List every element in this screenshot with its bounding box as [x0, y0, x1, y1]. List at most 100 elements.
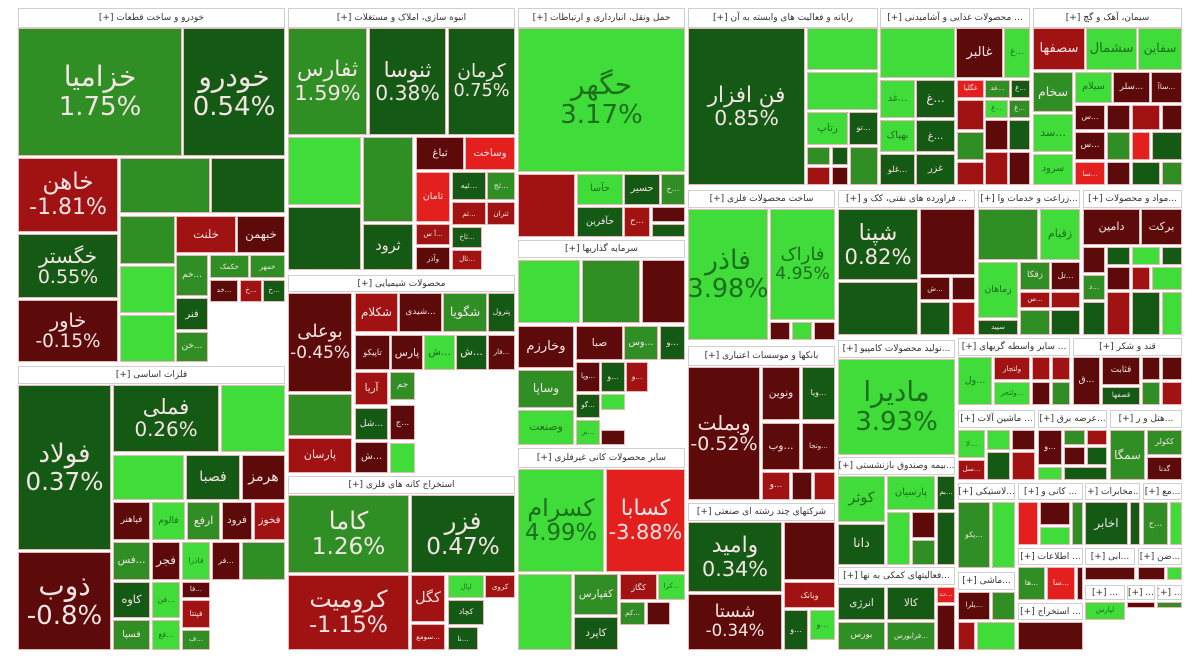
stock-tile[interactable]	[120, 158, 210, 213]
stock-tile[interactable]	[1132, 247, 1160, 265]
stock-tile[interactable]: زفکا	[1020, 262, 1050, 290]
stock-tile[interactable]	[582, 260, 640, 323]
stock-tile[interactable]: فسپا	[113, 620, 150, 650]
stock-tile[interactable]	[1077, 567, 1083, 600]
stock-tile[interactable]	[518, 574, 572, 650]
stock-tile[interactable]	[958, 622, 975, 650]
stock-tile[interactable]	[887, 512, 910, 565]
stock-tile[interactable]: سپید	[978, 320, 1018, 335]
sector-header[interactable]: ... فراورده های نفتی، کک و [+]	[838, 190, 975, 208]
sector-header[interactable]: سایر محصولات کانی غیرفلزی [+]	[518, 448, 685, 468]
stock-tile[interactable]: کگل	[411, 575, 445, 622]
sector-header[interactable]: ...عرضه برق [+]	[1038, 410, 1107, 428]
stock-tile[interactable]: ونوین	[762, 367, 800, 420]
stock-tile[interactable]	[1138, 567, 1165, 580]
stock-tile[interactable]: کسابا -3.88%	[606, 469, 685, 572]
stock-tile[interactable]: فالوم	[152, 502, 185, 540]
stock-tile[interactable]: فخوز	[254, 502, 285, 540]
stock-tile[interactable]: زماهان	[978, 262, 1018, 318]
stock-tile[interactable]: ...غ	[916, 80, 955, 118]
stock-tile[interactable]: فزر 0.47%	[411, 495, 515, 573]
stock-tile[interactable]: ...خد	[210, 280, 238, 302]
stock-tile[interactable]: حآفرین	[577, 207, 623, 237]
stock-tile[interactable]: وبانک	[784, 582, 835, 608]
stock-tile[interactable]: انرژی	[838, 587, 885, 620]
sector-header[interactable]: ...تولید محصولات کامپیو [+]	[838, 340, 955, 358]
stock-tile[interactable]	[807, 28, 878, 70]
stock-tile[interactable]: ...کم	[620, 602, 645, 625]
stock-tile[interactable]: ...ولتجر	[994, 382, 1030, 405]
stock-tile[interactable]: پارسیان	[887, 476, 935, 510]
stock-tile[interactable]	[1107, 267, 1130, 290]
stock-tile[interactable]	[1152, 132, 1182, 160]
stock-tile[interactable]: ...و	[1038, 430, 1062, 465]
stock-tile[interactable]: ...تل	[1051, 262, 1080, 290]
stock-tile[interactable]	[1020, 310, 1050, 335]
stock-tile[interactable]: شستا -0.34%	[688, 594, 782, 650]
stock-tile[interactable]: ...ح	[661, 174, 685, 205]
stock-tile[interactable]: ککولر	[1147, 430, 1182, 455]
stock-tile[interactable]	[792, 472, 812, 500]
stock-tile[interactable]	[1064, 467, 1107, 480]
stock-tile[interactable]: کچاد	[448, 600, 484, 625]
stock-tile[interactable]: کفپارس	[574, 574, 618, 615]
stock-tile[interactable]	[1142, 357, 1160, 380]
stock-tile[interactable]	[1132, 267, 1150, 290]
stock-tile[interactable]: ...وب	[762, 423, 800, 470]
sector-header[interactable]: ...مخابرات [+]	[1085, 483, 1140, 500]
stock-tile[interactable]	[952, 302, 975, 335]
stock-tile[interactable]	[987, 452, 1010, 480]
sector-header[interactable]: ... استخراج [+]	[1018, 603, 1083, 620]
sector-header[interactable]: استخراج کانه های فلزی [+]	[288, 476, 515, 494]
stock-tile[interactable]	[1127, 602, 1155, 608]
stock-tile[interactable]: ...فغ	[152, 620, 180, 650]
stock-tile[interactable]: سفاین	[1138, 28, 1182, 70]
stock-tile[interactable]	[1072, 502, 1083, 545]
stock-tile[interactable]	[1018, 502, 1038, 545]
stock-tile[interactable]	[1132, 105, 1160, 130]
stock-tile[interactable]	[518, 260, 580, 323]
stock-tile[interactable]: ...ح	[1143, 502, 1168, 545]
stock-tile[interactable]	[1087, 447, 1107, 465]
sector-header[interactable]: انبوه سازی، املاک و مستغلات [+]	[288, 8, 515, 28]
stock-tile[interactable]: غالبر	[956, 28, 1003, 78]
stock-tile[interactable]	[792, 322, 812, 340]
stock-tile[interactable]: ...فا	[182, 582, 210, 598]
stock-tile[interactable]: ...ت	[937, 587, 955, 603]
stock-tile[interactable]: بوعلی -0.45%	[288, 293, 352, 392]
stock-tile[interactable]: ...فن	[152, 582, 180, 618]
stock-tile[interactable]: وآذر	[416, 247, 450, 270]
stock-tile[interactable]	[1132, 132, 1150, 160]
stock-tile[interactable]: ...ف	[182, 630, 210, 650]
stock-tile[interactable]: ...خ	[263, 280, 285, 302]
sector-header[interactable]: فلزات اساسی [+]	[18, 366, 285, 384]
sector-header[interactable]: محصولات شیمیایی [+]	[288, 275, 515, 292]
stock-tile[interactable]	[1038, 467, 1062, 480]
stock-tile[interactable]	[1142, 382, 1160, 405]
stock-tile[interactable]: فاذر 3.98%	[688, 209, 768, 340]
stock-tile[interactable]	[1051, 292, 1080, 308]
stock-tile[interactable]	[1032, 382, 1050, 405]
stock-tile[interactable]	[1152, 267, 1182, 290]
sector-header[interactable]: ... محصولات غذایی و آشامیدنی [+]	[880, 8, 1030, 28]
stock-tile[interactable]: سمگا	[1110, 430, 1145, 480]
stock-tile[interactable]: سرود	[1033, 154, 1073, 185]
stock-tile[interactable]	[1018, 622, 1083, 650]
stock-tile[interactable]	[807, 147, 830, 165]
sector-header[interactable]: ... سایر واسطه گریهای [+]	[958, 338, 1070, 356]
stock-tile[interactable]	[1052, 357, 1070, 380]
stock-tile[interactable]: ...و	[762, 472, 790, 500]
stock-tile[interactable]	[770, 322, 790, 340]
stock-tile[interactable]: ...گو	[576, 394, 600, 418]
stock-tile[interactable]	[1107, 105, 1130, 130]
stock-tile[interactable]: فصبا	[186, 455, 240, 500]
stock-tile[interactable]: ...کرا	[658, 574, 685, 600]
stock-tile[interactable]: آریا	[355, 372, 388, 405]
sector-header[interactable]: ساخت محصولات فلزی [+]	[688, 190, 835, 208]
stock-tile[interactable]	[957, 100, 984, 130]
stock-tile[interactable]	[647, 602, 670, 625]
stock-tile[interactable]	[242, 542, 285, 580]
stock-tile[interactable]: ...غ	[1011, 80, 1030, 98]
stock-tile[interactable]: کروی	[485, 575, 515, 598]
sector-header[interactable]: حمل ونقل، انبارداری و ارتباطات [+]	[518, 8, 685, 28]
